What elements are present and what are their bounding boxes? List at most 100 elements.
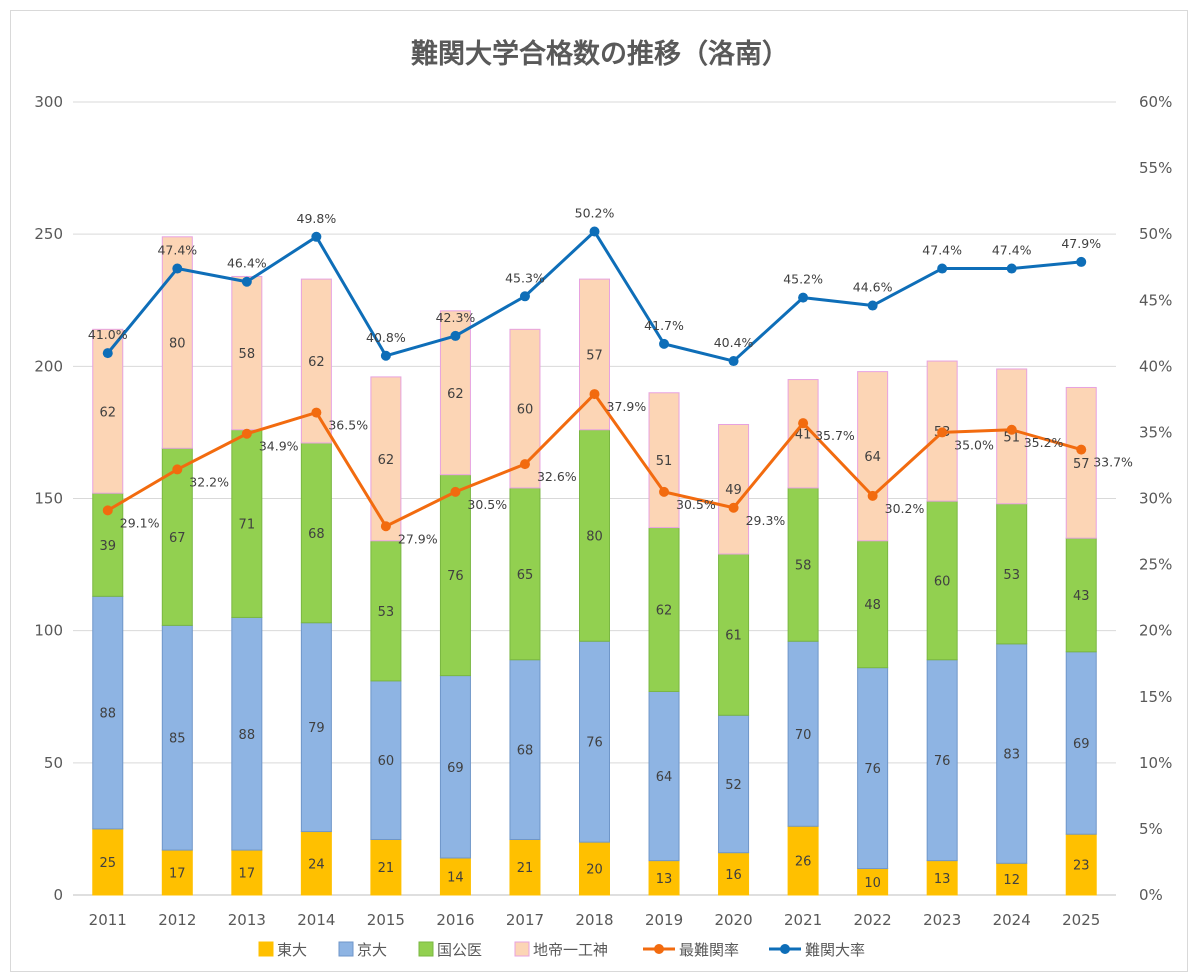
bar-segment: [231, 429, 263, 618]
bar-value-label: 43: [1073, 589, 1090, 604]
bar-segment: [857, 540, 889, 669]
bar-value-label: 71: [239, 518, 256, 533]
bar-value-label: 76: [447, 569, 464, 584]
series-point: [589, 226, 600, 237]
bar-segment: [231, 849, 263, 896]
legend-swatch: [514, 941, 530, 957]
bar-segment: [718, 423, 750, 555]
point-label: 35.7%: [815, 428, 855, 443]
point-label: 47.4%: [922, 243, 962, 258]
bar-value-label: 88: [239, 728, 256, 743]
x-tick-label: 2011: [89, 911, 127, 929]
right-tick-label: 50%: [1139, 225, 1172, 243]
bar-value-label: 25: [99, 856, 116, 871]
bar-segment: [1065, 386, 1097, 539]
legend-label: 最難関率: [679, 941, 739, 959]
bar-value-label: 62: [656, 604, 673, 619]
series-point: [311, 407, 322, 418]
right-tick-label: 25%: [1139, 556, 1172, 574]
series-point: [102, 348, 113, 359]
point-label: 35.2%: [1024, 435, 1064, 450]
series-point: [380, 350, 391, 361]
bar-segment: [996, 503, 1028, 645]
point-label: 27.9%: [398, 531, 438, 546]
series-point: [659, 338, 670, 349]
bar-segment: [161, 236, 193, 449]
bar-value-label: 67: [169, 531, 186, 546]
x-tick-label: 2015: [367, 911, 405, 929]
point-label: 36.5%: [328, 418, 368, 433]
point-label: 35.0%: [954, 437, 994, 452]
right-tick-label: 45%: [1139, 291, 1172, 309]
x-tick-label: 2025: [1062, 911, 1100, 929]
point-label: 50.2%: [575, 206, 615, 221]
legend-label: 難関大率: [805, 941, 865, 959]
series-point: [450, 486, 461, 497]
bar-value-label: 65: [517, 568, 534, 583]
point-label: 32.6%: [537, 469, 577, 484]
bar-value-label: 16: [725, 868, 742, 883]
bar-value-label: 62: [378, 453, 395, 468]
bar-value-label: 60: [378, 754, 395, 769]
series-point: [798, 292, 809, 303]
bar-value-label: 79: [308, 721, 325, 736]
bar-segment: [370, 838, 402, 896]
bar-segment: [857, 667, 889, 870]
right-tick-label: 20%: [1139, 622, 1172, 640]
right-tick-label: 55%: [1139, 159, 1172, 177]
legend-swatch: [418, 941, 434, 957]
bar-segment: [439, 474, 471, 677]
x-tick-label: 2012: [158, 911, 196, 929]
bar-segment: [718, 714, 750, 854]
series-point: [867, 300, 878, 311]
left-tick-label: 200: [34, 357, 63, 375]
bar-segment: [787, 640, 819, 827]
x-tick-label: 2019: [645, 911, 683, 929]
bar-value-label: 23: [1073, 859, 1090, 874]
bar-value-label: 26: [795, 855, 812, 870]
point-label: 40.8%: [366, 330, 406, 345]
bar-value-label: 64: [864, 450, 881, 465]
bar-value-label: 41: [795, 428, 812, 443]
series-point: [241, 276, 252, 287]
bar-segment: [509, 838, 541, 896]
bar-segment: [926, 500, 958, 661]
bar-value-label: 48: [864, 598, 881, 613]
bar-segment: [579, 841, 610, 896]
legend-marker: [780, 944, 790, 954]
point-label: 41.0%: [88, 327, 128, 342]
legend-swatch: [258, 941, 274, 957]
bar-value-label: 76: [864, 762, 881, 777]
series-point: [380, 521, 391, 532]
chart: 難関大学合格数の推移（洛南） 0 50 100 150 200 250 300 0% 5% 10…: [34, 38, 1172, 959]
x-tick-label: 2014: [297, 911, 335, 929]
bar-value-label: 69: [447, 761, 464, 776]
legend-label: 国公医: [437, 941, 482, 959]
legend-label: 京大: [357, 941, 387, 959]
bar-segment: [857, 868, 889, 896]
series-point: [798, 418, 809, 429]
bar-value-label: 52: [725, 778, 742, 793]
series-point: [728, 356, 739, 367]
x-axis: 2011 2012 2013 2014 2015 2016 2017 2018 2019 2020…: [89, 911, 1101, 929]
x-tick-label: 2022: [854, 911, 892, 929]
bar-segment: [579, 640, 610, 843]
right-tick-label: 15%: [1139, 688, 1172, 706]
bar-value-label: 17: [239, 867, 256, 882]
left-tick-label: 0: [53, 886, 63, 904]
bar-value-label: 21: [517, 861, 534, 876]
point-label: 45.3%: [505, 270, 545, 285]
point-label: 47.4%: [992, 243, 1032, 258]
bar-segment: [161, 624, 193, 851]
bar-segment: [1065, 833, 1097, 896]
point-label: 47.9%: [1061, 236, 1101, 251]
right-tick-label: 35%: [1139, 423, 1172, 441]
point-label: 46.4%: [227, 256, 267, 271]
chart-frame: 難関大学合格数の推移（洛南） 0 50 100 150 200 250 300 0% 5% 10…: [10, 10, 1188, 972]
point-label: 32.2%: [189, 474, 229, 489]
series-point: [867, 490, 878, 501]
bar-value-label: 24: [308, 857, 325, 872]
bar-segment: [231, 616, 263, 851]
bar-value-label: 68: [308, 527, 325, 542]
legend-label: 東大: [277, 941, 307, 959]
